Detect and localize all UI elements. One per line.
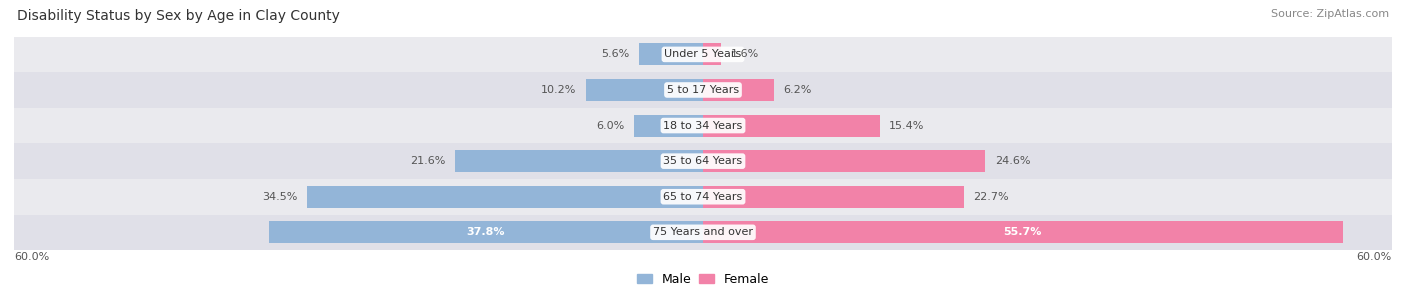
Text: 5.6%: 5.6% [602, 49, 630, 59]
Bar [14, 214, 1392, 250]
Bar [14, 179, 1392, 214]
Text: 22.7%: 22.7% [973, 192, 1008, 202]
Bar [14, 72, 1392, 108]
Text: 37.8%: 37.8% [467, 227, 505, 237]
Text: 35 to 64 Years: 35 to 64 Years [664, 156, 742, 166]
Bar [269, 221, 703, 243]
Bar [634, 115, 703, 137]
Bar [14, 108, 1392, 143]
Text: 24.6%: 24.6% [994, 156, 1031, 166]
Text: 55.7%: 55.7% [1004, 227, 1042, 237]
Bar [456, 150, 703, 172]
Bar [703, 221, 1343, 243]
Text: Under 5 Years: Under 5 Years [665, 49, 741, 59]
Text: 1.6%: 1.6% [731, 49, 759, 59]
Bar [703, 43, 721, 66]
Text: Disability Status by Sex by Age in Clay County: Disability Status by Sex by Age in Clay … [17, 9, 340, 23]
Text: 15.4%: 15.4% [889, 120, 924, 131]
Text: 34.5%: 34.5% [263, 192, 298, 202]
Text: 5 to 17 Years: 5 to 17 Years [666, 85, 740, 95]
Text: 10.2%: 10.2% [541, 85, 576, 95]
Bar [703, 115, 880, 137]
Text: 75 Years and over: 75 Years and over [652, 227, 754, 237]
Text: 6.2%: 6.2% [783, 85, 811, 95]
Bar [703, 150, 986, 172]
Text: Source: ZipAtlas.com: Source: ZipAtlas.com [1271, 9, 1389, 19]
Bar [703, 186, 963, 208]
Bar [586, 79, 703, 101]
Text: 60.0%: 60.0% [14, 252, 49, 262]
Text: 60.0%: 60.0% [1357, 252, 1392, 262]
Bar [14, 37, 1392, 72]
Bar [14, 143, 1392, 179]
Text: 65 to 74 Years: 65 to 74 Years [664, 192, 742, 202]
Legend: Male, Female: Male, Female [631, 268, 775, 291]
Text: 6.0%: 6.0% [596, 120, 624, 131]
Bar [307, 186, 703, 208]
Text: 18 to 34 Years: 18 to 34 Years [664, 120, 742, 131]
Text: 21.6%: 21.6% [411, 156, 446, 166]
Bar [703, 79, 775, 101]
Bar [638, 43, 703, 66]
